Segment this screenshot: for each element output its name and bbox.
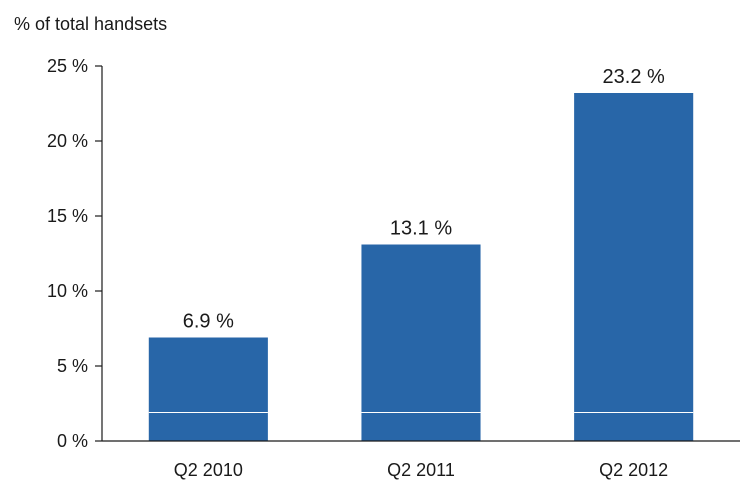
x-tick-label: Q2 2010: [174, 460, 243, 480]
x-axis: Q2 2010 Q2 2011 Q2 2012: [174, 460, 668, 480]
x-tick-label: Q2 2011: [387, 460, 455, 480]
data-label: 23.2 %: [603, 66, 665, 88]
bar: [574, 93, 694, 441]
y-tick-label: 5 %: [57, 356, 88, 376]
y-axis: 0 % 5 % 10 % 15 % 20 % 25 %: [47, 56, 102, 451]
data-label: 6.9 %: [183, 311, 234, 333]
bar: [148, 337, 268, 441]
y-axis-title: % of total handsets: [14, 14, 167, 34]
data-label: 13.1 %: [390, 218, 452, 240]
bar: [361, 244, 481, 441]
bars: 6.9 % 13.1 % 23.2 %: [148, 66, 694, 441]
y-tick-label: 20 %: [47, 131, 88, 151]
x-tick-label: Q2 2012: [599, 460, 668, 480]
y-tick-label: 10 %: [47, 281, 88, 301]
y-tick-label: 15 %: [47, 206, 88, 226]
y-tick-label: 25 %: [47, 56, 88, 76]
y-tick-label: 0 %: [57, 431, 88, 451]
